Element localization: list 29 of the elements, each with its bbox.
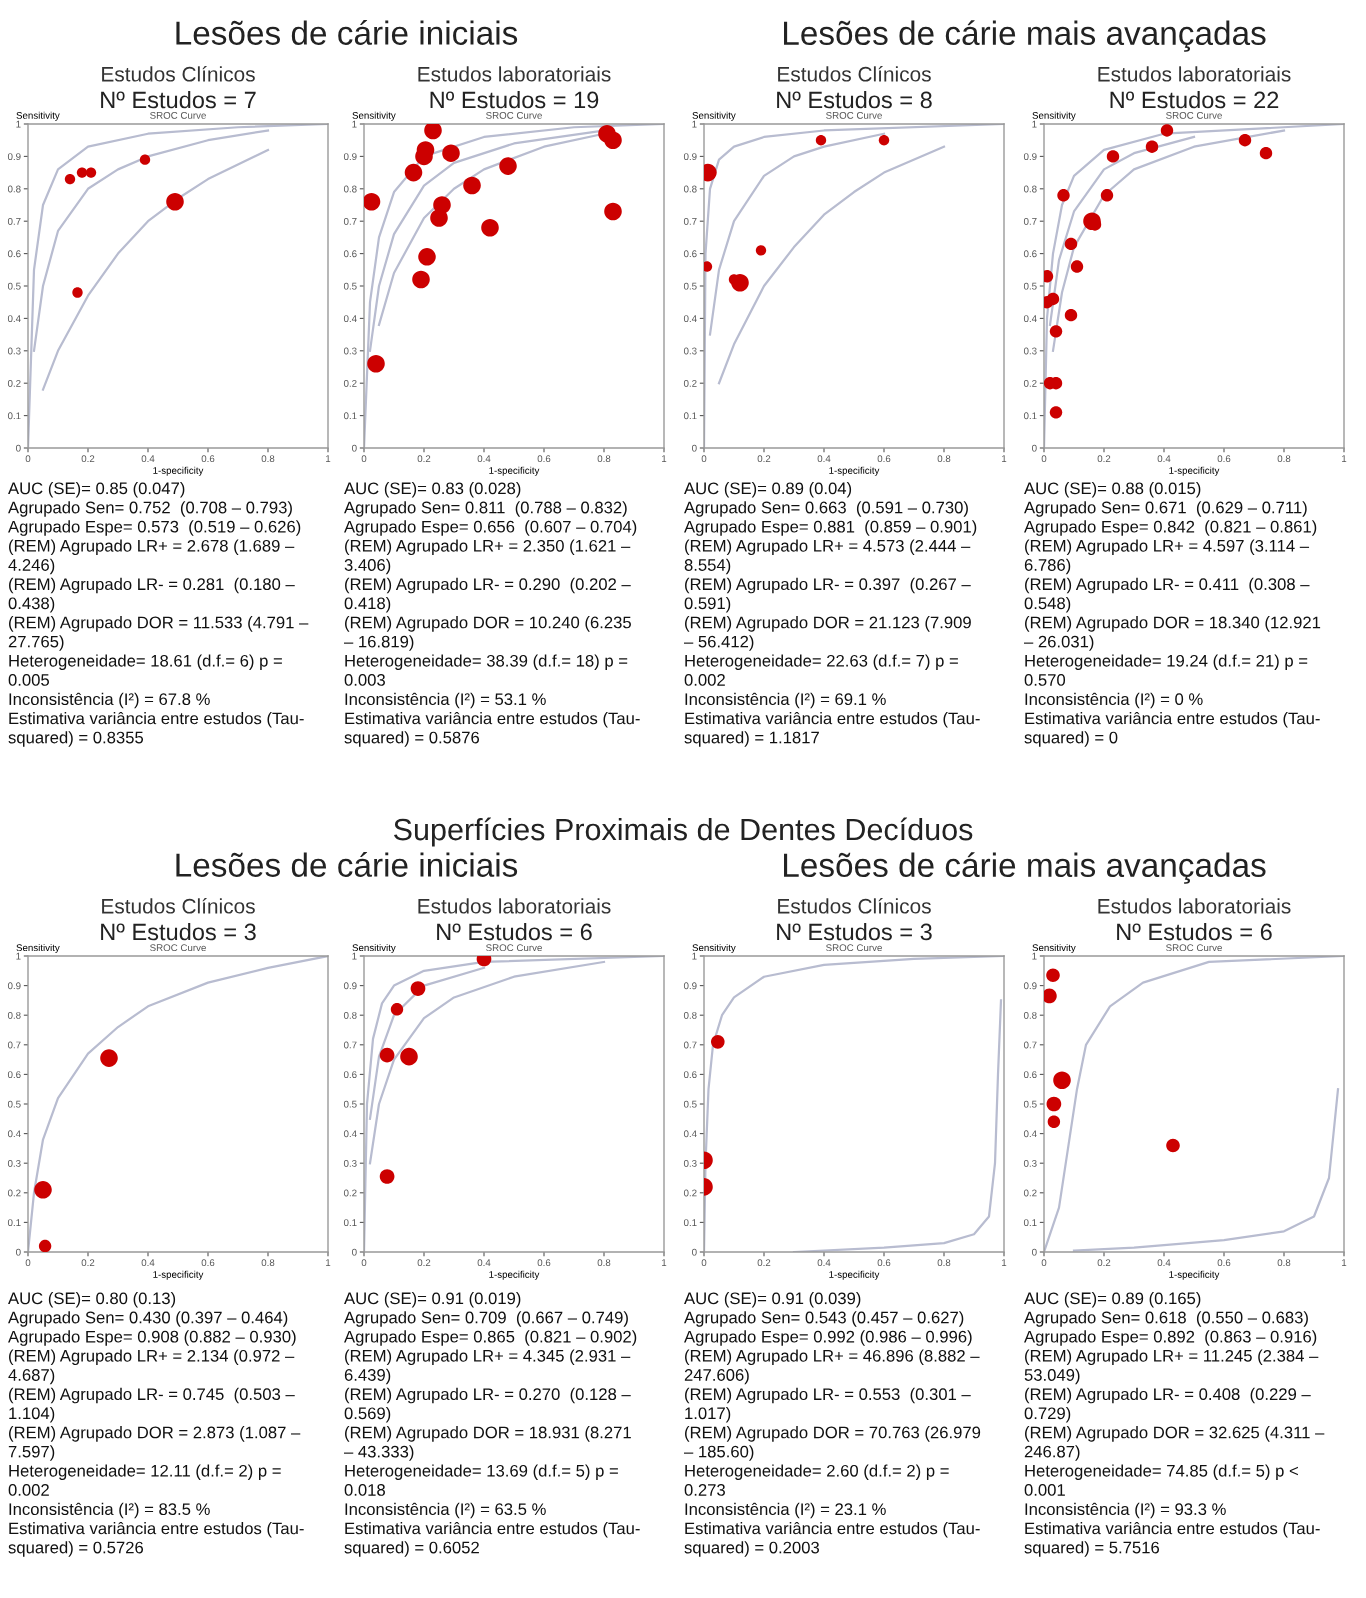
chart-title: Estudos Clínicos — [102, 66, 255, 82]
chart-title: Estudos laboratoriais — [418, 898, 611, 914]
text: Lesões de cárie iniciais — [176, 852, 518, 877]
text: AUC (SE)= 0.89 (0.165) Agrupado Sen= 0.618 (0.550 – 0.683) Agrupado Espe= 0.892 (0.863 – 0.916) (REM) Agrupado LR+ = 11.245 (2.384 – 53.049) (REM) Agrupado LR- = 0.408 (0.229 – 0.729) (REM) Agrupado DOR = 32.625 (4.311 – 246.87) Heterogeneidade= 74.85 (d.f.= 5) p < 0.001 Inconsistência (I²) = 93.3 % Estimativa variância entre estudos (Tau- squared) = 5.7516 — [1024, 1292, 1325, 1557]
text: AUC (SE)= 0.91 (0.039) Agrupado Sen= 0.543 (0.457 – 0.627) Agrupado Espe= 0.992 (0.986 – 0.996) (REM) Agrupado LR+ = 46.896 (8.882 – 247.606) (REM) Agrupado LR- = 0.553 (0.301 – 1.017) (REM) Agrupado DOR = 70.763 (26.979 – 185.60) Heterogeneidade= 2.60 (d.f.= 2) p = 0.273 Inconsistência (I²) = 23.1 % Estimativa variância entre estudos (Tau- squared) = 0.2003 — [684, 1292, 981, 1557]
chart-title: Estudos Clínicos — [778, 898, 931, 914]
chart-title: Estudos laboratoriais — [1098, 66, 1291, 82]
chart-subtitle: Nº Estudos = 22 — [1110, 91, 1279, 109]
chart-subtitle: Nº Estudos = 6 — [1117, 922, 1272, 941]
chart-subtitle: Nº Estudos = 3 — [777, 922, 932, 941]
text: AUC (SE)= 0.91 (0.019) Agrupado Sen= 0.709 (0.667 – 0.749) Agrupado Espe= 0.865 (0.821 – 0.902) (REM) Agrupado LR+ = 4.345 (2.931 – 6.439) (REM) Agrupado LR- = 0.270 (0.128 – 0.569) (REM) Agrupado DOR = 18.931 (8.271 – 43.333) Heterogeneidade= 13.69 (d.f.= 5) p = 0.018 Inconsistência (I²) = 63.5 % Estimativa variância entre estudos (Tau- squared) = 0.6052 — [344, 1292, 640, 1557]
text: AUC (SE)= 0.85 (0.047) Agrupado Sen= 0.752 (0.708 – 0.793) Agrupado Espe= 0.573 (0.519 – 0.626) (REM) Agrupado LR+ = 2.678 (1.689 – 4.246) (REM) Agrupado LR- = 0.281 (0.180 – 0.438) (REM) Agrupado DOR = 11.533 (4.791 – 27.765) Heterogeneidade= 18.61 (d.f.= 6) p = 0.005 Inconsistência (I²) = 67.8 % Estimativa variância entre estudos (Tau- squared) = 0.8355 — [8, 482, 309, 747]
chart-title: Estudos Clínicos — [102, 898, 255, 914]
chart-subtitle: Nº Estudos = 6 — [437, 922, 592, 941]
text: AUC (SE)= 0.89 (0.04) Agrupado Sen= 0.663 (0.591 – 0.730) Agrupado Espe= 0.881 (0.859 – 0.901) (REM) Agrupado LR+ = 4.573 (2.444 – 8.554) (REM) Agrupado LR- = 0.397 (0.267 – 0.591) (REM) Agrupado DOR = 21.123 (7.909 – 56.412) Heterogeneidade= 22.63 (d.f.= 7) p = 0.002 Inconsistência (I²) = 69.1 % Estimativa variância entre estudos (Tau- squared) = 1.1817 — [684, 482, 980, 747]
chart-title: Estudos laboratoriais — [1098, 898, 1291, 914]
text: AUC (SE)= 0.80 (0.13) Agrupado Sen= 0.430 (0.397 – 0.464) Agrupado Espe= 0.908 (0.882 – 0.930) (REM) Agrupado LR+ = 2.134 (0.972 – 4.687) (REM) Agrupado LR- = 0.745 (0.503 – 1.104) (REM) Agrupado DOR = 2.873 (1.087 – 7.597) Heterogeneidade= 12.11 (d.f.= 2) p = 0.002 Inconsistência (I²) = 83.5 % Estimativa variância entre estudos (Tau- squared) = 0.5726 — [8, 1292, 304, 1557]
text: Lesões de cárie mais avançadas — [784, 852, 1266, 884]
text: Superfícies Proximais de Dentes Decíduos — [393, 817, 973, 847]
chart-title: Estudos laboratoriais — [418, 66, 611, 82]
chart-subtitle: Nº Estudos = 19 — [430, 91, 599, 109]
text: Lesões de cárie iniciais — [176, 20, 518, 45]
chart-subtitle: Nº Estudos = 8 — [777, 91, 932, 109]
chart-subtitle: Nº Estudos = 7 — [101, 91, 256, 109]
text: AUC (SE)= 0.88 (0.015) Agrupado Sen= 0.671 (0.629 – 0.711) Agrupado Espe= 0.842 (0.821 – 0.861) (REM) Agrupado LR+ = 4.597 (3.114 – 6.786) (REM) Agrupado LR- = 0.411 (0.308 – 0.548) (REM) Agrupado DOR = 18.340 (12.921 – 26.031) Heterogeneidade= 19.24 (d.f.= 21) p = 0.570 Inconsistência (I²) = 0 % Estimativa variância entre estudos (Tau- squared) = 0 — [1024, 482, 1321, 747]
text: AUC (SE)= 0.83 (0.028) Agrupado Sen= 0.811 (0.788 – 0.832) Agrupado Espe= 0.656 (0.607 – 0.704) (REM) Agrupado LR+ = 2.350 (1.621 – 3.406) (REM) Agrupado LR- = 0.290 (0.202 – 0.418) (REM) Agrupado DOR = 10.240 (6.235 – 16.819) Heterogeneidade= 38.39 (d.f.= 18) p = 0.003 Inconsistência (I²) = 53.1 % Estimativa variância entre estudos (Tau- squared) = 0.5876 — [344, 482, 640, 747]
chart-title: Estudos Clínicos — [778, 66, 931, 82]
chart-subtitle: Nº Estudos = 3 — [101, 922, 256, 941]
text: Lesões de cárie mais avançadas — [784, 20, 1266, 52]
